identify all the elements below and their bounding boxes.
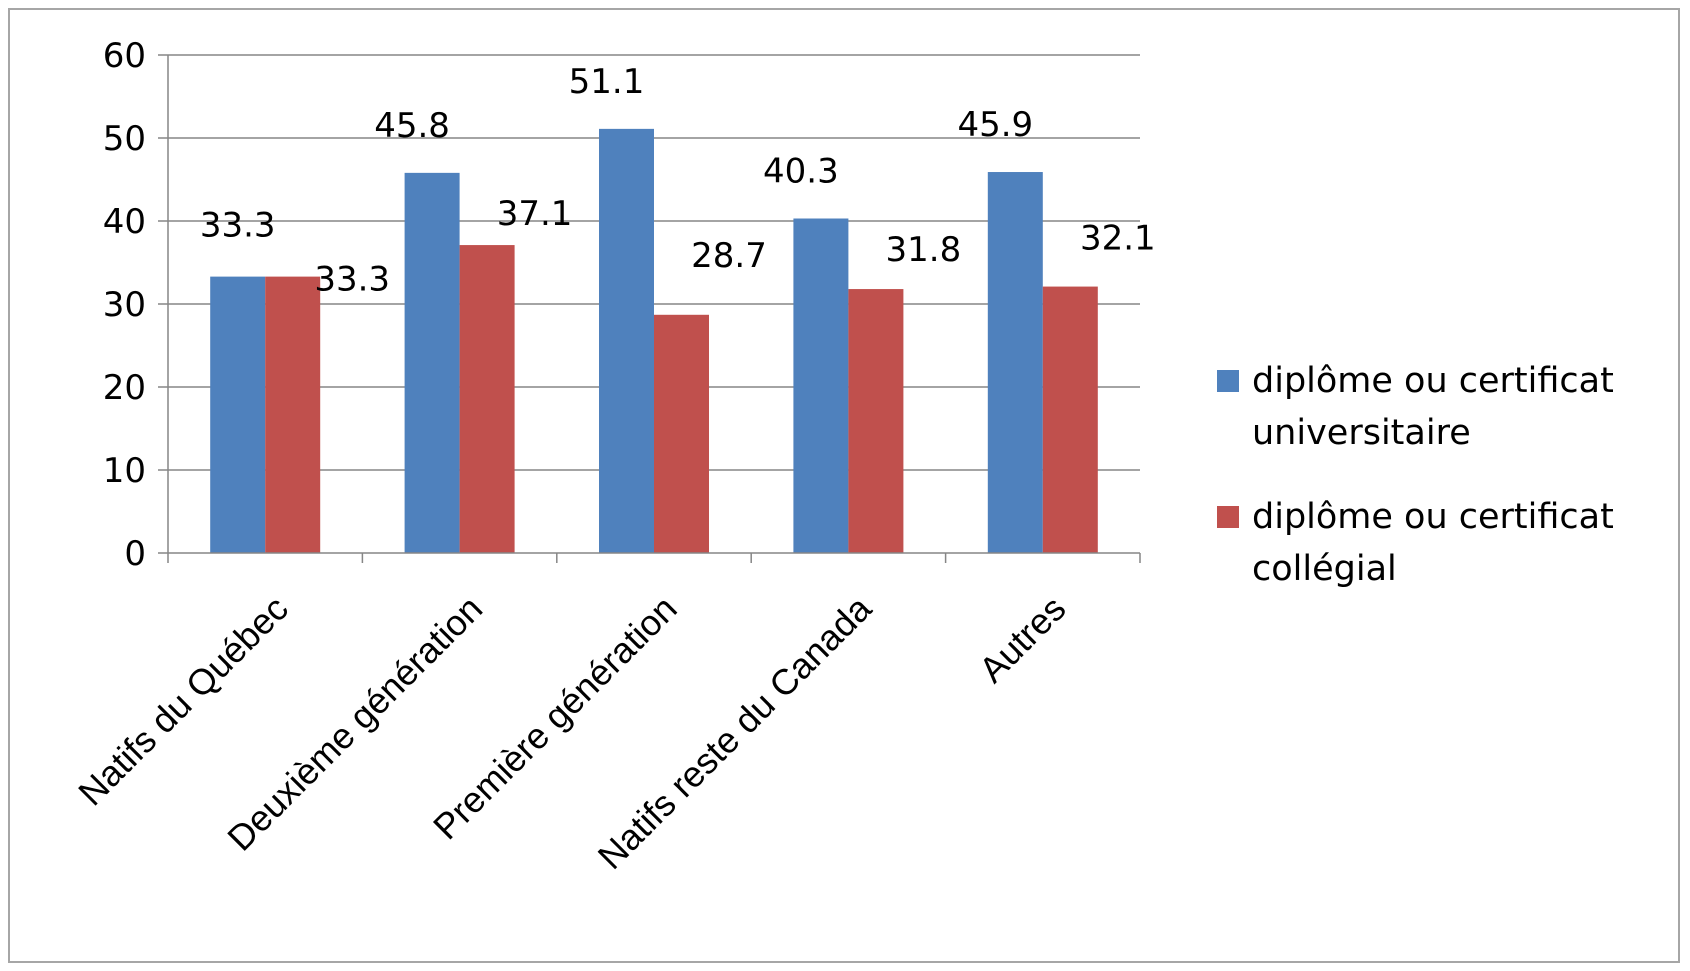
data-label: 33.3 — [200, 206, 276, 246]
y-tick-label: 40 — [103, 202, 146, 242]
bar — [404, 172, 460, 554]
data-label: 32.1 — [1080, 219, 1156, 259]
y-tick-label: 10 — [103, 451, 146, 491]
bar — [654, 314, 709, 553]
bar — [848, 289, 904, 553]
data-label: 40.3 — [763, 152, 839, 192]
legend-label: diplôme ou certificat — [1252, 497, 1614, 537]
chart-frame: 0 10 20 30 40 50 60 Natifs du Québec Deuxième gé… — [8, 8, 1680, 963]
legend-label: diplôme ou certificat — [1252, 361, 1614, 401]
legend-swatch — [1217, 506, 1239, 528]
legend-label: universitaire — [1252, 413, 1471, 453]
y-tick-label: 0 — [124, 534, 146, 574]
data-label: 33.3 — [314, 260, 390, 300]
data-label: 45.9 — [957, 105, 1033, 145]
x-category-label: Natifs du Québec — [70, 588, 296, 814]
legend-swatch — [1217, 370, 1239, 392]
legend: diplôme ou certificat universitaire diplôm… — [1217, 361, 1614, 589]
y-tick-label: 60 — [103, 36, 146, 76]
data-label: 31.8 — [886, 230, 962, 270]
data-labels: 33.3 33.3 45.8 37.1 51.1 28.7 40.3 31.8 45.9 32.1 — [200, 62, 1156, 300]
y-tick-label: 30 — [103, 285, 146, 325]
bar — [210, 276, 266, 553]
data-label: 28.7 — [691, 236, 767, 276]
y-tick-label: 20 — [103, 368, 146, 408]
y-tick-label: 50 — [103, 119, 146, 159]
bar — [265, 276, 321, 553]
legend-label: collégial — [1252, 549, 1397, 589]
data-label: 51.1 — [569, 62, 645, 102]
data-label: 37.1 — [497, 194, 573, 234]
x-category-label: Autres — [971, 588, 1074, 691]
data-label: 45.8 — [374, 106, 450, 146]
bar — [1042, 286, 1098, 553]
bars — [210, 128, 1098, 554]
bar — [459, 245, 515, 553]
bar — [987, 172, 1043, 553]
bar — [599, 128, 654, 553]
bar — [793, 218, 849, 553]
